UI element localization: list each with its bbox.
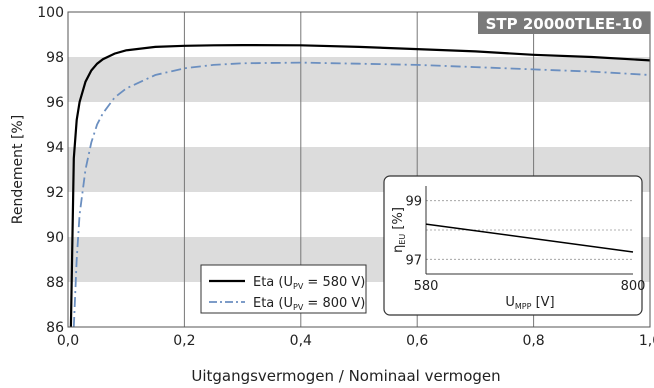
legend-label: Eta (UPV = 800 V) xyxy=(253,296,365,312)
y-tick-labels: 86 88 90 92 94 96 98 100 xyxy=(37,5,64,336)
inset-box xyxy=(383,175,643,316)
y-tick-label: 98 xyxy=(46,50,64,66)
x-tick-label: 0,4 xyxy=(290,333,312,349)
x-tick-label: 0,6 xyxy=(406,333,428,349)
y-axis-label: Rendement [%] xyxy=(10,115,26,224)
x-axis-label: Uitgangsvermogen / Nominaal vermogen xyxy=(191,367,500,385)
y-tick-label: 94 xyxy=(46,140,64,156)
inset-chart: 97 99 580 800 UMPP [V] ηEU [%] xyxy=(383,175,646,316)
legend-box xyxy=(200,264,367,314)
series-line-2 xyxy=(72,61,651,328)
y-tick-label: 88 xyxy=(46,275,64,291)
title-badge xyxy=(478,12,650,34)
x-tick-label: 0,2 xyxy=(173,333,195,349)
x-tick-label: 0,0 xyxy=(57,333,79,349)
x-tick-label: 1,0 xyxy=(639,333,654,349)
y-tick-label: 90 xyxy=(46,230,64,246)
inset-y-tick-label: 99 xyxy=(405,195,422,210)
legend: Eta (UPV = 580 V) Eta (UPV = 800 V) xyxy=(200,264,367,314)
inset-x-axis-label: UMPP [V] xyxy=(505,295,554,311)
inset-y-axis-label: ηEU [%] xyxy=(391,207,407,253)
inset-series-line xyxy=(425,223,634,253)
series-line-1 xyxy=(69,43,651,328)
x-tick-label: 0,8 xyxy=(522,333,544,349)
inset-y-tick-label: 97 xyxy=(405,253,422,268)
y-tick-label: 96 xyxy=(46,95,64,111)
inset-x-tick-label: 800 xyxy=(621,279,646,294)
x-tick-labels: 0,0 0,2 0,4 0,6 0,8 1,0 xyxy=(57,333,654,349)
series-layer xyxy=(69,43,651,328)
legend-label: Eta (UPV = 580 V) xyxy=(253,275,365,291)
y-tick-label: 100 xyxy=(37,5,64,21)
y-tick-label: 86 xyxy=(46,320,64,336)
inset-x-tick-label: 580 xyxy=(414,279,439,294)
chart-title: STP 20000TLEE-10 xyxy=(486,15,643,33)
y-tick-label: 92 xyxy=(46,185,64,201)
plot-frame xyxy=(67,11,651,328)
